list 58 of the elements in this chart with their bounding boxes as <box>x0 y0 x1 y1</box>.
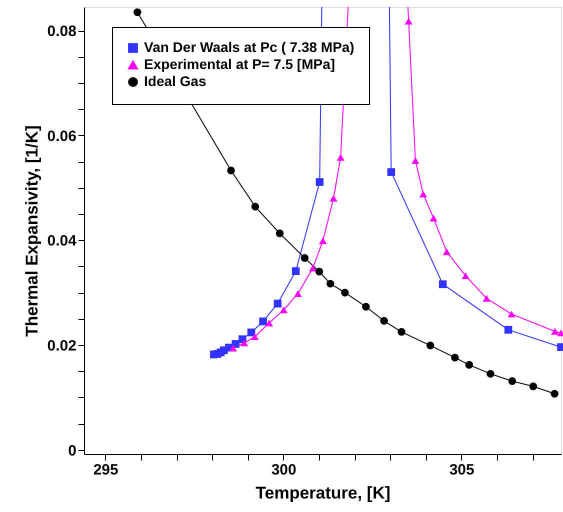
point <box>276 230 284 238</box>
point <box>341 288 349 296</box>
point <box>330 194 338 202</box>
point <box>380 317 388 325</box>
point <box>336 154 345 161</box>
point <box>412 157 420 164</box>
point <box>482 295 490 302</box>
point <box>274 300 282 308</box>
x-tick-label: 305 <box>449 462 474 478</box>
point <box>550 390 558 398</box>
y-tick-label: 0.04 <box>47 232 78 250</box>
point <box>229 344 238 352</box>
point <box>419 190 428 198</box>
x-tick-label: 300 <box>271 462 296 478</box>
point <box>309 264 317 272</box>
point <box>251 202 260 211</box>
point <box>240 340 248 346</box>
point <box>326 280 334 288</box>
point <box>280 306 288 314</box>
point <box>529 382 538 390</box>
point <box>259 318 267 326</box>
point <box>250 333 259 340</box>
point <box>227 166 235 174</box>
point <box>451 354 459 362</box>
point <box>134 8 142 16</box>
point <box>362 302 370 311</box>
point <box>442 248 451 256</box>
point <box>462 272 470 280</box>
point <box>404 18 413 25</box>
legend-label: Ideal Gas <box>144 73 206 89</box>
point <box>508 377 516 386</box>
y-tick-label: 0.02 <box>47 338 76 354</box>
point <box>316 178 324 186</box>
point <box>430 214 438 222</box>
y-tick-label: 0 <box>68 442 76 460</box>
point <box>508 310 516 318</box>
point <box>426 342 434 350</box>
point <box>387 168 396 176</box>
point <box>247 328 256 336</box>
x-tick-label: 295 <box>93 462 118 478</box>
point <box>318 237 327 244</box>
point <box>438 280 447 288</box>
point <box>486 370 494 378</box>
y-tick-label: 0.08 <box>47 23 76 40</box>
point <box>504 326 512 334</box>
legend-label: Experimental at P= 7.5 [MPa] <box>144 56 336 72</box>
y-axis-title: Thermal Expansivity, [1/K] <box>22 125 42 337</box>
y-tick-label: 0.06 <box>47 128 76 145</box>
point <box>294 290 302 297</box>
point <box>300 254 309 262</box>
point <box>265 320 273 326</box>
point <box>398 328 406 336</box>
point <box>465 361 474 369</box>
point <box>551 328 559 335</box>
point <box>315 268 324 276</box>
point <box>292 267 300 275</box>
x-axis-title: Temperature, [K] <box>256 484 390 502</box>
legend-label: Van Der Waals at Pc ( 7.38 MPa) <box>144 39 354 55</box>
